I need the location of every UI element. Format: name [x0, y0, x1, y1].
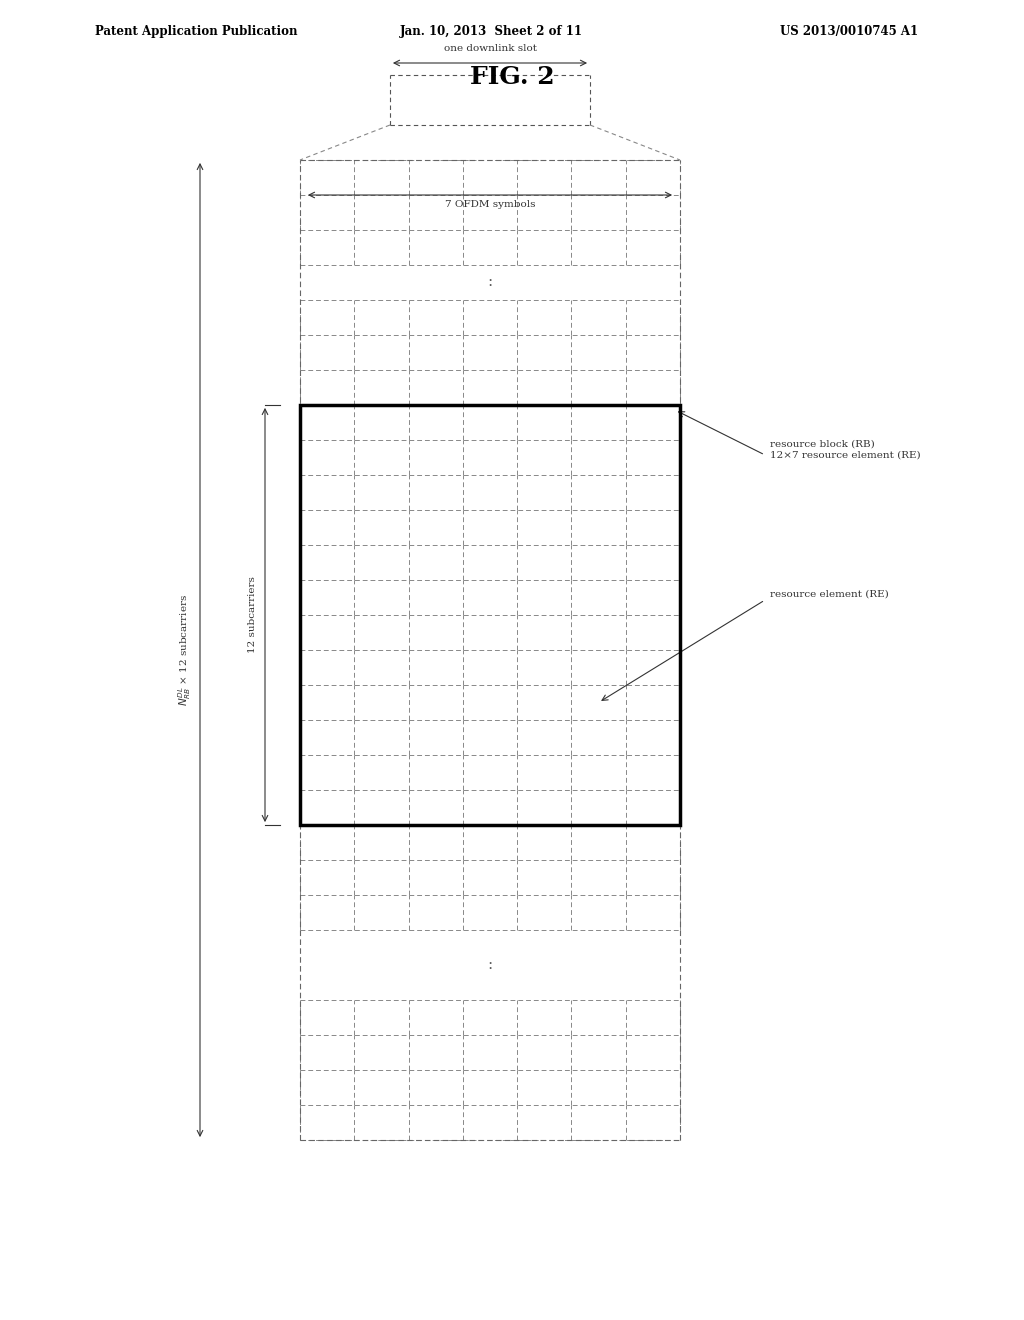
Text: $N_{RB}^{DL}$ × 12 subcarriers: $N_{RB}^{DL}$ × 12 subcarriers — [176, 594, 194, 706]
Text: Patent Application Publication: Patent Application Publication — [95, 25, 298, 38]
Text: :: : — [487, 958, 493, 972]
Text: resource element (RE): resource element (RE) — [770, 590, 889, 599]
Text: 7 OFDM symbols: 7 OFDM symbols — [444, 201, 536, 209]
Text: FIG. 2: FIG. 2 — [470, 65, 554, 88]
Text: one downlink slot: one downlink slot — [443, 44, 537, 53]
Bar — [300, 405, 680, 825]
Text: US 2013/0010745 A1: US 2013/0010745 A1 — [780, 25, 919, 38]
Text: resource block (RB)
12×7 resource element (RE): resource block (RB) 12×7 resource elemen… — [770, 440, 921, 459]
Text: :: : — [487, 276, 493, 289]
Text: 12 subcarriers: 12 subcarriers — [249, 577, 257, 653]
Text: Jan. 10, 2013  Sheet 2 of 11: Jan. 10, 2013 Sheet 2 of 11 — [400, 25, 583, 38]
